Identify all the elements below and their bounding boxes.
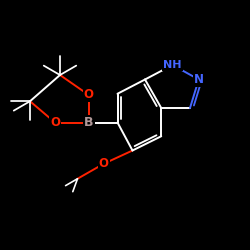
Text: NH: NH (163, 60, 182, 70)
Text: O: O (84, 88, 94, 102)
Text: O: O (99, 157, 109, 170)
Text: B: B (84, 116, 94, 129)
Text: O: O (50, 116, 60, 129)
Text: N: N (194, 73, 204, 86)
